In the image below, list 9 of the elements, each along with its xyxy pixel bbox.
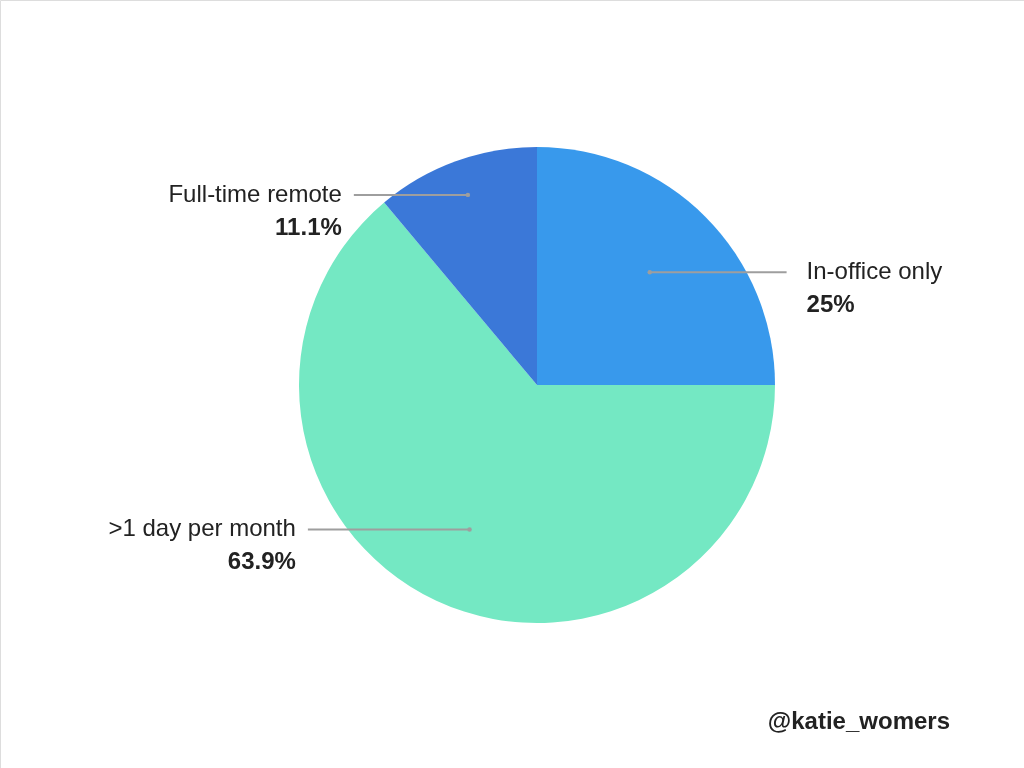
- data-label: 25%: [806, 290, 855, 318]
- slice-label: Full-time remote: [168, 179, 342, 207]
- pie-slice: [384, 147, 537, 385]
- slice-label: In-office only: [806, 257, 943, 285]
- data-label: 11.1%: [275, 212, 342, 240]
- slice-label: >1 day per month: [108, 514, 296, 542]
- data-label: 63.9%: [227, 547, 296, 575]
- pie-slice: [537, 147, 775, 385]
- text: @katie_womers: [767, 707, 950, 734]
